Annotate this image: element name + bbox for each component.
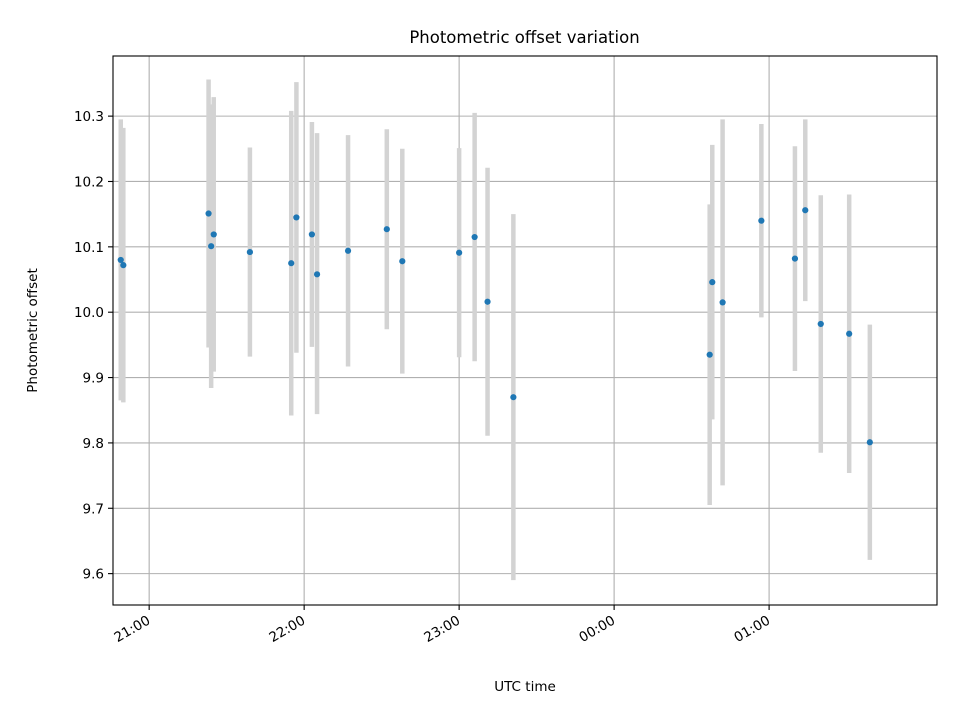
data-point [484,298,491,305]
data-point [791,255,799,262]
data-point [205,210,212,217]
data-point [293,214,300,221]
data-point [117,256,124,264]
y-tick-label: 10.2 [74,174,104,190]
data-point [510,394,517,401]
data-point [846,330,853,337]
data-point [383,226,390,233]
y-tick-label: 10.1 [74,240,104,256]
data-point [758,217,765,224]
y-tick-label: 9.9 [83,371,104,387]
data-point [308,231,315,238]
data-point [313,271,321,278]
data-point [719,299,726,306]
x-axis-label: UTC time [494,679,556,695]
data-point [246,248,254,256]
plot-area-frame [112,55,938,606]
y-axis-label: Photometric offset [25,268,41,392]
data-point [344,247,352,254]
data-point [399,258,406,265]
data-point [210,231,217,238]
data-point [456,249,463,256]
chart-title: Photometric offset variation [409,28,639,47]
y-tick-label: 9.7 [83,501,104,517]
y-tick-label: 9.8 [83,436,104,452]
y-tick-label: 9.6 [83,567,104,583]
data-point [817,320,824,328]
data-points [117,207,873,446]
data-point [288,260,295,267]
data-point [706,351,713,358]
data-point [208,243,215,250]
data-point [709,279,716,286]
y-tick-label: 10.0 [74,305,104,321]
data-point [866,439,873,446]
y-tick-label: 10.3 [74,109,104,125]
data-point [120,262,127,269]
data-point [802,207,809,214]
data-point [471,233,478,241]
